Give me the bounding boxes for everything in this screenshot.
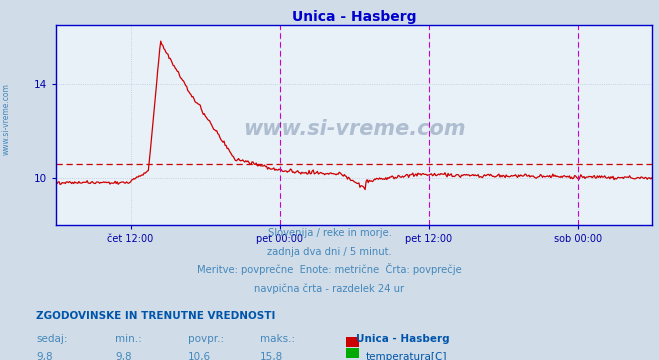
Text: zadnja dva dni / 5 minut.: zadnja dva dni / 5 minut. bbox=[267, 247, 392, 257]
Text: Meritve: povprečne  Enote: metrične  Črta: povprečje: Meritve: povprečne Enote: metrične Črta:… bbox=[197, 263, 462, 275]
Text: ZGODOVINSKE IN TRENUTNE VREDNOSTI: ZGODOVINSKE IN TRENUTNE VREDNOSTI bbox=[36, 311, 275, 321]
Title: Unica - Hasberg: Unica - Hasberg bbox=[292, 10, 416, 24]
Text: 15,8: 15,8 bbox=[260, 352, 283, 360]
Text: min.:: min.: bbox=[115, 334, 142, 344]
Text: www.si-vreme.com: www.si-vreme.com bbox=[2, 83, 11, 155]
Text: Unica - Hasberg: Unica - Hasberg bbox=[356, 334, 449, 344]
Text: 10,6: 10,6 bbox=[188, 352, 211, 360]
Text: temperatura[C]: temperatura[C] bbox=[366, 352, 447, 360]
Text: maks.:: maks.: bbox=[260, 334, 295, 344]
Text: povpr.:: povpr.: bbox=[188, 334, 224, 344]
Text: 9,8: 9,8 bbox=[115, 352, 132, 360]
Text: 9,8: 9,8 bbox=[36, 352, 53, 360]
Text: Slovenija / reke in morje.: Slovenija / reke in morje. bbox=[268, 228, 391, 238]
Text: sedaj:: sedaj: bbox=[36, 334, 68, 344]
Text: navpična črta - razdelek 24 ur: navpična črta - razdelek 24 ur bbox=[254, 283, 405, 294]
Text: www.si-vreme.com: www.si-vreme.com bbox=[243, 119, 465, 139]
